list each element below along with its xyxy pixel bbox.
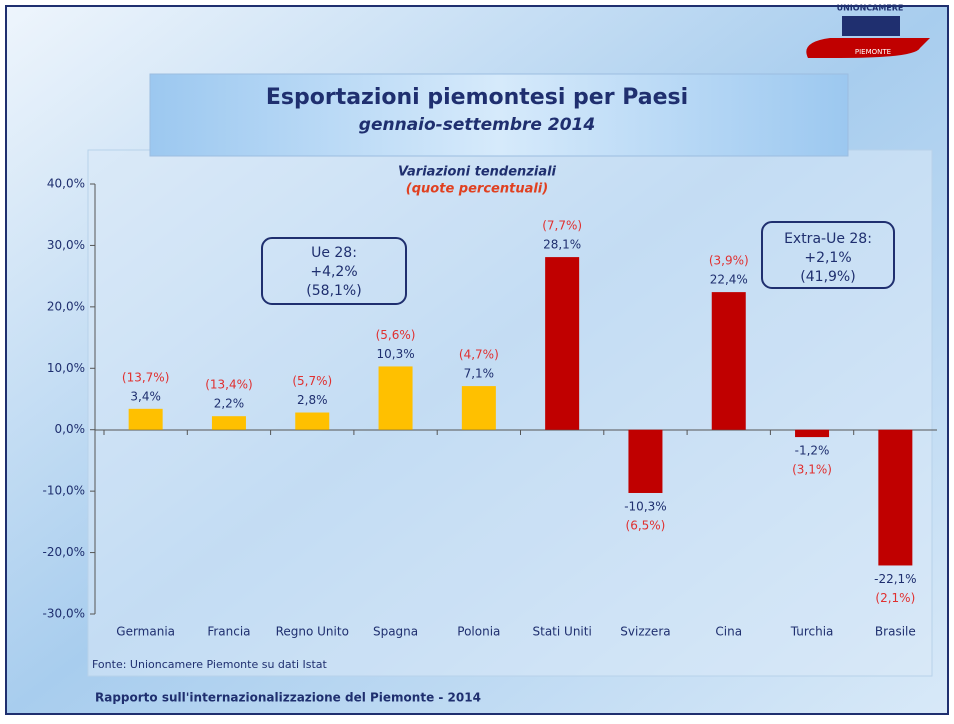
value-label: 7,1% — [464, 367, 495, 381]
y-tick-label: 40,0% — [47, 177, 85, 191]
x-tick-label: Svizzera — [620, 625, 670, 639]
y-tick-label: 30,0% — [47, 238, 85, 252]
x-tick-label: Polonia — [457, 625, 500, 639]
y-tick-label: 10,0% — [47, 361, 85, 375]
annotation-line: Extra-Ue 28: — [784, 231, 872, 247]
x-tick-label: Brasile — [875, 625, 916, 639]
annotation-box — [761, 221, 895, 289]
x-tick-label: Regno Unito — [276, 625, 349, 639]
y-tick-label: -20,0% — [43, 545, 85, 559]
source: Fonte: Unioncamere Piemonte su dati Ista… — [92, 658, 328, 671]
annotation-line: Ue 28: — [311, 245, 357, 261]
logo-mark — [842, 16, 900, 36]
bar — [211, 416, 246, 430]
share-label: (13,4%) — [205, 378, 252, 392]
y-tick-label: -10,0% — [43, 484, 85, 498]
value-label: 3,4% — [130, 389, 161, 403]
bar — [795, 429, 830, 438]
bar — [545, 257, 580, 430]
value-label: -1,2% — [795, 444, 830, 458]
bar — [128, 408, 163, 430]
y-tick-label: 0,0% — [55, 422, 86, 436]
chart-subheading: (quote percentuali) — [406, 182, 548, 197]
share-label: (13,7%) — [122, 370, 169, 384]
value-label: 2,8% — [297, 393, 328, 407]
annotation-line: +2,1% — [804, 250, 851, 266]
y-tick-label: 20,0% — [47, 299, 85, 313]
title: Esportazioni piemontesi per Paesi — [266, 85, 688, 110]
bar — [295, 412, 330, 430]
x-tick-label: Germania — [116, 625, 175, 639]
logo-bottom: PIEMONTE — [855, 48, 891, 56]
annotation-line: (58,1%) — [306, 283, 361, 299]
bar — [461, 386, 496, 430]
subtitle: gennaio-settembre 2014 — [359, 115, 595, 135]
value-label: -22,1% — [874, 572, 916, 586]
annotation-line: +4,2% — [310, 264, 357, 280]
annotation-line: (41,9%) — [800, 269, 855, 285]
x-tick-label: Spagna — [373, 625, 418, 639]
share-label: (6,5%) — [626, 518, 666, 532]
value-label: 22,4% — [710, 273, 748, 287]
chart-panel — [87, 149, 933, 677]
y-tick-label: -30,0% — [43, 607, 85, 621]
share-label: (5,7%) — [292, 374, 332, 388]
value-label: 28,1% — [543, 238, 581, 252]
bar — [711, 292, 746, 430]
x-tick-label: Francia — [207, 625, 250, 639]
bar — [378, 366, 413, 430]
value-label: 2,2% — [214, 397, 245, 411]
logo-top: UNIONCAMERE — [837, 4, 904, 13]
share-label: (4,7%) — [459, 348, 499, 362]
logo: UNIONCAMERE PIEMONTE — [806, 4, 930, 58]
share-label: (3,9%) — [709, 254, 749, 268]
bar — [878, 429, 913, 566]
footer: Rapporto sull'internazionalizzazione del… — [95, 691, 481, 705]
share-label: (5,6%) — [376, 328, 416, 342]
chart-heading: Variazioni tendenziali — [398, 165, 557, 180]
logo-swoosh — [806, 38, 930, 58]
share-label: (7,7%) — [542, 219, 582, 233]
share-label: (2,1%) — [875, 591, 915, 605]
x-tick-label: Stati Uniti — [533, 625, 592, 639]
x-tick-label: Turchia — [790, 625, 834, 639]
share-label: (3,1%) — [792, 463, 832, 477]
title-box — [149, 73, 849, 157]
value-label: -10,3% — [624, 499, 666, 513]
annotation-box — [261, 237, 407, 305]
value-label: 10,3% — [376, 347, 414, 361]
bar — [628, 429, 663, 493]
x-tick-label: Cina — [715, 625, 742, 639]
